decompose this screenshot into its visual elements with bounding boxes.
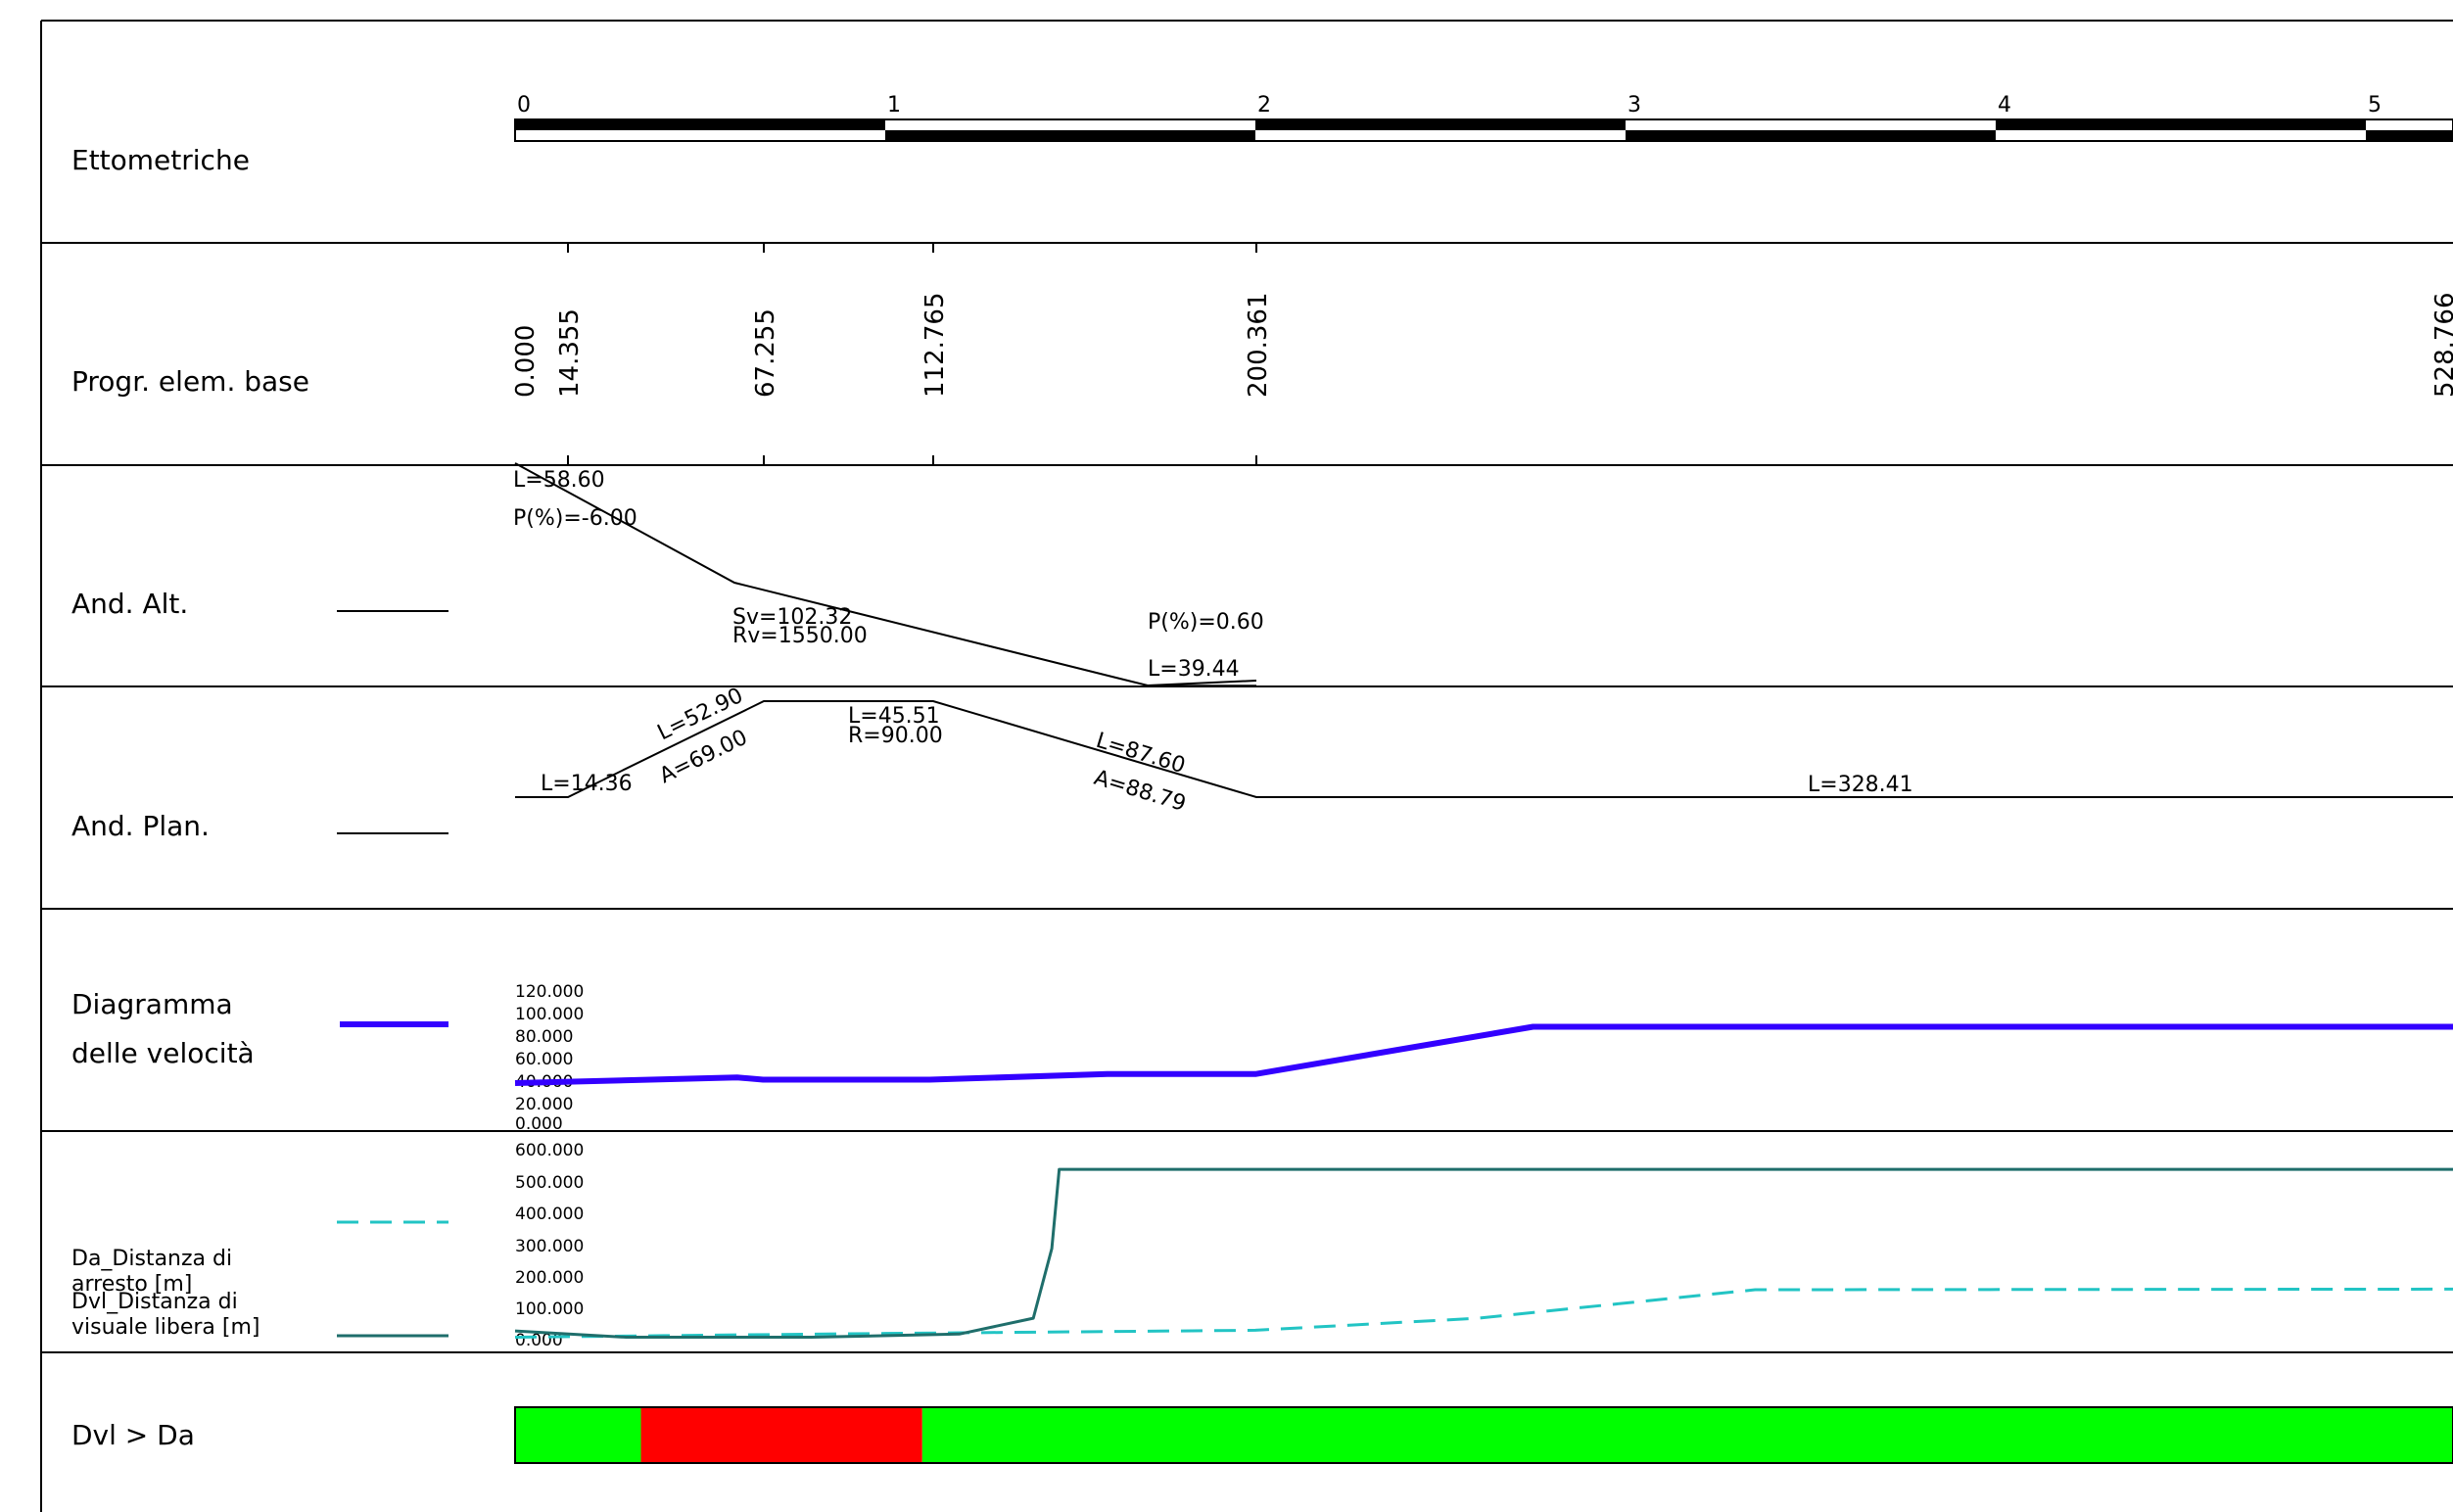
- row-label-dvl-2: visuale libera [m]: [71, 1315, 260, 1340]
- hecto-label: 0: [517, 93, 531, 118]
- distance-y-tick: 500.000: [515, 1173, 584, 1193]
- table-frame: [40, 20, 2453, 1512]
- plan-label-l3: L=45.51: [848, 704, 940, 729]
- check-segment-ok: [921, 1407, 2453, 1463]
- stopping-distance-line: [514, 1287, 2453, 1340]
- distance-y-tick: 100.000: [515, 1299, 584, 1319]
- speed-y-tick: 20.000: [515, 1095, 573, 1114]
- progressive-label: 14.355: [555, 308, 585, 398]
- check-segment-fail: [640, 1407, 922, 1463]
- row-label-progr: Progr. elem. base: [71, 365, 309, 398]
- hecto-labels: 0 1 2 3 4 5: [517, 93, 2382, 118]
- alt-label-p1: P(%)=-6.00: [513, 506, 637, 531]
- hecto-label: 2: [1257, 93, 1271, 118]
- alt-label-l2: L=39.44: [1148, 657, 1240, 682]
- planimetric-profile-line: [515, 700, 2453, 798]
- plan-label-l1: L=14.36: [541, 772, 633, 796]
- row-label-dvl-1: Dvl_Distanza di: [71, 1290, 238, 1314]
- dvl-da-check-bar: [515, 1407, 2453, 1463]
- hecto-label: 5: [2368, 93, 2382, 118]
- progressive-ticks: [567, 243, 1257, 465]
- hecto-label: 3: [1627, 93, 1641, 118]
- dvl-da-check-frame: [514, 1406, 2453, 1464]
- speed-y-tick: 0.000: [515, 1114, 563, 1134]
- row-label-dvl-da: Dvl > Da: [71, 1419, 195, 1451]
- speed-y-tick: 120.000: [515, 982, 584, 1002]
- alt-label-rv: Rv=1550.00: [732, 624, 868, 648]
- progressive-label: 112.765: [920, 292, 950, 398]
- progressive-label: 0.000: [511, 325, 541, 398]
- speed-y-tick: 100.000: [515, 1005, 584, 1024]
- row-label-ettometriche: Ettometriche: [71, 144, 250, 176]
- alt-label-p2: P(%)=0.60: [1148, 610, 1264, 635]
- plan-label-l5: L=328.41: [1808, 773, 1913, 797]
- speed-y-ticks: 120.000 100.000 80.000 60.000 40.000 20.…: [515, 982, 584, 1134]
- row-label-and-plan: And. Plan.: [71, 810, 210, 842]
- progressive-label: 200.361: [1244, 292, 1273, 398]
- distance-y-tick: 300.000: [515, 1237, 584, 1256]
- progressive-label: 67.255: [751, 308, 780, 398]
- alt-label-sv: Sv=102.32: [732, 605, 852, 630]
- distance-y-ticks: 600.000 500.000 400.000 300.000 200.000 …: [515, 1141, 584, 1350]
- visibility-distance-line: [514, 1167, 2453, 1340]
- row-label-diagramma-1: Diagramma: [71, 988, 233, 1020]
- check-segment-ok: [515, 1407, 641, 1463]
- hecto-label: 4: [1998, 93, 2011, 118]
- speed-y-tick: 80.000: [515, 1027, 573, 1047]
- plan-label-r1: R=90.00: [848, 724, 943, 748]
- progressive-label: 528.766: [2430, 292, 2453, 398]
- distance-y-tick: 200.000: [515, 1268, 584, 1288]
- distance-y-tick: 600.000: [515, 1141, 584, 1160]
- distance-y-tick: 400.000: [515, 1205, 584, 1224]
- speed-series-line: [514, 1023, 2453, 1086]
- row-label-da-2: arresto [m]: [71, 1272, 192, 1297]
- progressive-labels: 0.000 14.355 67.255 112.765 200.361 528.…: [511, 292, 2453, 398]
- row-label-diagramma-2: delle velocità: [71, 1037, 255, 1069]
- row-label-and-alt: And. Alt.: [71, 588, 188, 620]
- speed-y-tick: 60.000: [515, 1050, 573, 1069]
- hecto-label: 1: [887, 93, 901, 118]
- hecto-scale: [514, 118, 2453, 142]
- row-label-da-1: Da_Distanza di: [71, 1247, 232, 1271]
- altimetric-profile-line: [514, 462, 1257, 687]
- alt-label-l1: L=58.60: [513, 468, 605, 493]
